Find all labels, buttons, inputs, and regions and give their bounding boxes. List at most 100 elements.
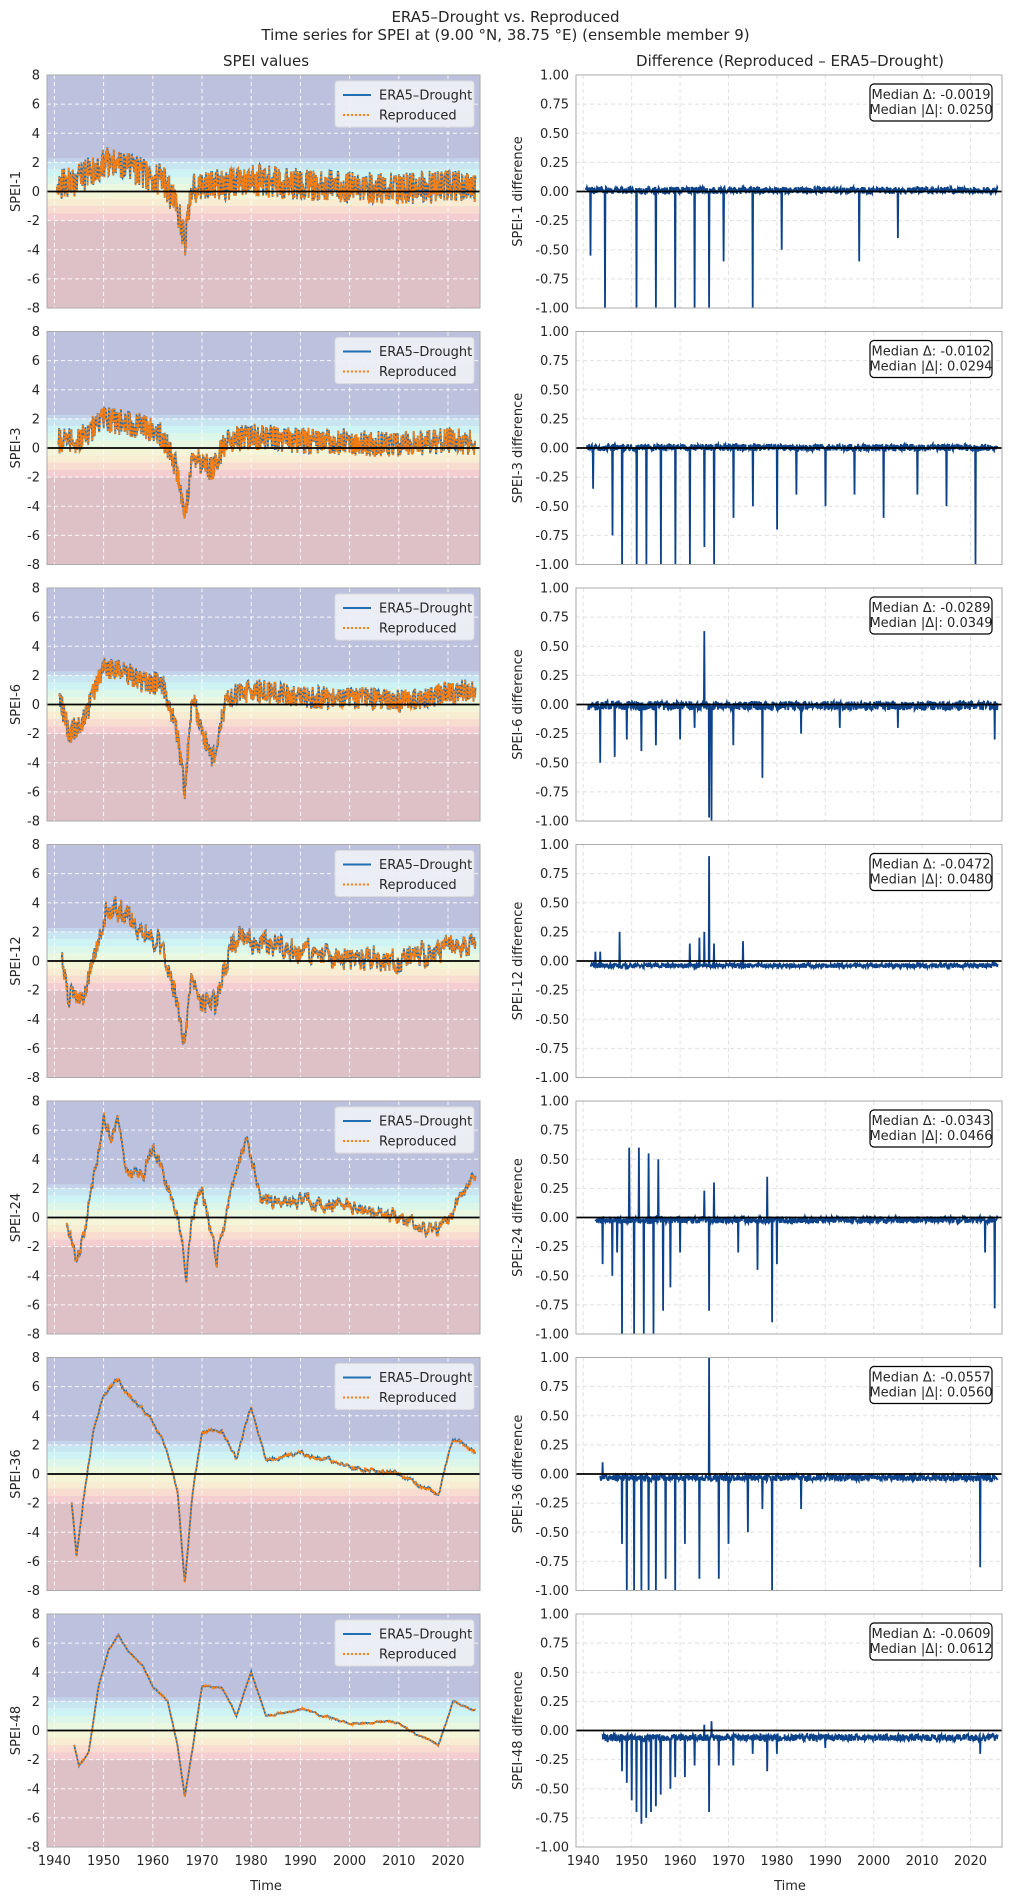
x-tick-label: 2020 xyxy=(431,1854,464,1869)
median-delta-text: Median Δ: -0.0343 xyxy=(872,1114,991,1129)
difference-line xyxy=(589,856,999,972)
y-tick-label: 2 xyxy=(32,669,40,684)
category-band-4 xyxy=(47,946,480,954)
axes-frame xyxy=(46,74,481,309)
y-tick-label: -4 xyxy=(27,1526,40,1541)
median-stats-box xyxy=(869,1365,993,1405)
legend-label-era5: ERA5–Drought xyxy=(379,345,472,360)
median-delta-text: Median Δ: -0.0557 xyxy=(872,1371,991,1386)
y-tick-label: -8 xyxy=(27,558,40,573)
y-tick-label: 2 xyxy=(32,1695,40,1710)
y-tick-label: 2 xyxy=(32,412,40,427)
median-stats-box xyxy=(869,852,993,892)
median-abs-delta-text: Median |Δ|: 0.0250 xyxy=(869,103,992,118)
x-tick-label: 1980 xyxy=(760,1854,793,1869)
y-tick-label: 0.00 xyxy=(540,1724,569,1739)
category-band-9 xyxy=(47,1495,480,1504)
legend-label-reproduced: Reproduced xyxy=(379,1135,457,1150)
y-tick-label: -6 xyxy=(27,1298,40,1313)
legend-label-era5: ERA5–Drought xyxy=(379,1628,472,1643)
y-tick-label: -0.75 xyxy=(535,272,569,287)
x-tick-label: 1960 xyxy=(664,1854,697,1869)
y-tick-label: -2 xyxy=(27,214,40,229)
y-tick-label: 0.50 xyxy=(540,1409,569,1424)
legend-box xyxy=(334,850,475,897)
difference-line xyxy=(599,1357,999,1591)
legend: ERA5–Drought Reproduced xyxy=(334,593,475,641)
axes-frame xyxy=(575,1613,1003,1848)
y-tick-label: 0.25 xyxy=(540,1438,569,1453)
y-tick-label: 6 xyxy=(32,354,40,369)
y-tick-label: 4 xyxy=(32,1666,40,1681)
category-band-7 xyxy=(47,968,480,976)
y-tick-label: 6 xyxy=(32,98,40,113)
category-band-4 xyxy=(47,1202,480,1211)
y-axis-label: SPEI-3 difference xyxy=(511,393,526,504)
difference-panel-spei-3: 1.00 0.75 0.50 0.25 0.00 -0.25 -0.50 -0.75 -1.00… xyxy=(511,325,1003,573)
median-delta-text: Median Δ: -0.0609 xyxy=(872,1627,991,1642)
y-tick-label: -6 xyxy=(27,785,40,800)
y-tick-label: -0.50 xyxy=(535,756,569,771)
y-axis-label: SPEI-3 xyxy=(9,427,24,468)
y-tick-label: -1.00 xyxy=(535,1328,569,1343)
category-band-5 xyxy=(47,1210,480,1218)
series-line-reproduced xyxy=(73,1634,477,1797)
category-band-10 xyxy=(47,1503,480,1591)
category-band-9 xyxy=(47,982,480,991)
axes-frame xyxy=(46,1613,481,1848)
y-tick-label: 4 xyxy=(32,383,40,398)
spei-panel-spei-6: 8 6 4 2 0 -2 -4 -6 -8 ERA5–Drought Reproduced SPEI-… xyxy=(9,582,481,830)
y-tick-label: 0.25 xyxy=(540,1182,569,1197)
y-tick-label: -8 xyxy=(27,1328,40,1343)
y-tick-label: -8 xyxy=(27,815,40,830)
y-tick-label: 0 xyxy=(32,1468,40,1483)
y-tick-label: 0.75 xyxy=(540,1124,569,1139)
median-delta-text: Median Δ: -0.0472 xyxy=(872,858,991,873)
difference-panel-spei-12: 1.00 0.75 0.50 0.25 0.00 -0.25 -0.50 -0.75 -1.00… xyxy=(511,838,1003,1086)
series-line-reproduced xyxy=(65,1111,477,1283)
category-band-6 xyxy=(47,1474,480,1482)
difference-line xyxy=(601,1721,999,1824)
panel-row-spei-36: 8 6 4 2 0 -2 -4 -6 -8 ERA5–Drought Reproduced SPEI-… xyxy=(9,1351,1003,1599)
y-tick-label: 2 xyxy=(32,925,40,940)
y-tick-label: 2 xyxy=(32,156,40,171)
y-tick-label: -1.00 xyxy=(535,302,569,317)
x-tick-label: 2010 xyxy=(906,1854,939,1869)
category-band-1 xyxy=(47,158,480,163)
y-tick-label: 4 xyxy=(32,1153,40,1168)
figure-title-line1: ERA5–Drought vs. Reproduced xyxy=(391,8,619,26)
axes-frame xyxy=(46,1100,481,1335)
panels-group: 8 6 4 2 0 -2 -4 -6 -8 ERA5–Drought Reproduced SPEI-… xyxy=(9,69,1003,1869)
left-column-title: SPEI values xyxy=(223,52,309,70)
category-band-4 xyxy=(47,1459,480,1467)
axes-frame xyxy=(575,331,1003,565)
y-tick-label: 8 xyxy=(32,1095,40,1110)
y-tick-label: -6 xyxy=(27,1811,40,1826)
category-band-2 xyxy=(47,162,480,170)
y-axis-label: SPEI-12 xyxy=(9,936,24,985)
y-tick-label: 8 xyxy=(32,325,40,340)
category-band-6 xyxy=(47,1730,480,1738)
category-band-7 xyxy=(47,1481,480,1489)
panel-row-spei-1: 8 6 4 2 0 -2 -4 -6 -8 ERA5–Drought Reproduced SPEI-… xyxy=(9,69,1003,317)
y-tick-label: -2 xyxy=(27,1497,40,1512)
y-tick-label: -1.00 xyxy=(535,815,569,830)
category-band-3 xyxy=(47,1452,480,1460)
y-tick-label: -4 xyxy=(27,1269,40,1284)
category-band-9 xyxy=(47,1239,480,1247)
category-band-6 xyxy=(47,704,480,712)
category-band-2 xyxy=(47,675,480,683)
x-tick-label: 2000 xyxy=(857,1854,890,1869)
median-abs-delta-text: Median |Δ|: 0.0560 xyxy=(869,1386,992,1401)
category-band-1 xyxy=(47,928,480,932)
legend-label-era5: ERA5–Drought xyxy=(379,858,472,873)
category-band-8 xyxy=(47,719,480,727)
legend: ERA5–Drought Reproduced xyxy=(334,1619,475,1667)
y-axis-label: SPEI-36 xyxy=(9,1449,24,1498)
y-tick-label: -0.25 xyxy=(535,984,569,999)
y-tick-label: -2 xyxy=(27,1753,40,1768)
category-band-8 xyxy=(47,462,480,470)
y-tick-label: 0.25 xyxy=(540,412,569,427)
x-tick-label: 1960 xyxy=(136,1854,169,1869)
